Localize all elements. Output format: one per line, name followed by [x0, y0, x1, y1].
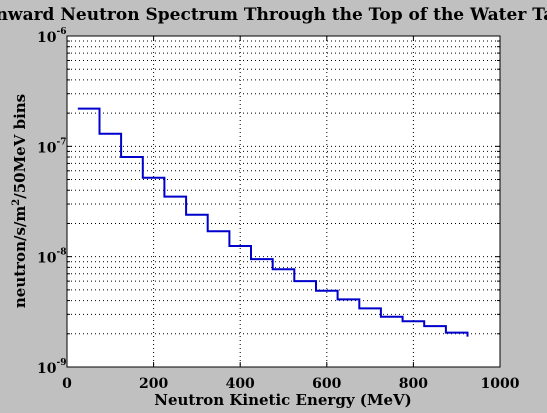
grid-lines — [67, 36, 500, 367]
y-axis-label-rest: /50MeV bins — [11, 94, 29, 199]
y-axis-label-main: neutron/s/m — [11, 206, 29, 308]
plot-area — [67, 36, 500, 367]
x-tick-label: 600 — [312, 376, 341, 392]
y-tick-label-exponent: -6 — [56, 27, 66, 37]
y-tick-label-base: 10 — [37, 361, 57, 377]
y-tick-label-exponent: -9 — [56, 358, 66, 368]
x-tick-labels: 0 200 400 600 800 1000 — [62, 376, 520, 392]
y-tick-label-exponent: -8 — [56, 248, 66, 258]
y-tick-label: 10-7 — [37, 137, 66, 156]
tick-marks — [66, 36, 501, 368]
y-tick-label-exponent: -7 — [56, 137, 66, 147]
y-tick-labels: 10-910-810-710-6 — [37, 27, 66, 377]
x-tick-label: 0 — [62, 376, 72, 392]
x-axis-label: Neutron Kinetic Energy (MeV) — [154, 391, 411, 409]
y-tick-label-base: 10 — [37, 251, 57, 267]
y-tick-label-base: 10 — [37, 140, 57, 156]
y-tick-label: 10-8 — [37, 248, 66, 267]
x-tick-label: 1000 — [481, 376, 520, 392]
y-axis-label: neutron/s/m2/50MeV bins — [11, 94, 29, 308]
y-tick-label-base: 10 — [37, 30, 57, 46]
y-tick-label: 10-6 — [37, 27, 66, 46]
y-axis-label-superscript: 2 — [11, 199, 22, 206]
x-tick-label: 800 — [399, 376, 428, 392]
plot-frame — [66, 35, 501, 368]
series-step-line — [77, 107, 469, 337]
x-tick-label: 200 — [139, 376, 168, 392]
x-tick-label: 400 — [226, 376, 255, 392]
y-tick-label: 10-9 — [37, 358, 66, 377]
series-layer — [77, 107, 469, 337]
chart-title: Inward Neutron Spectrum Through the Top … — [0, 5, 547, 25]
